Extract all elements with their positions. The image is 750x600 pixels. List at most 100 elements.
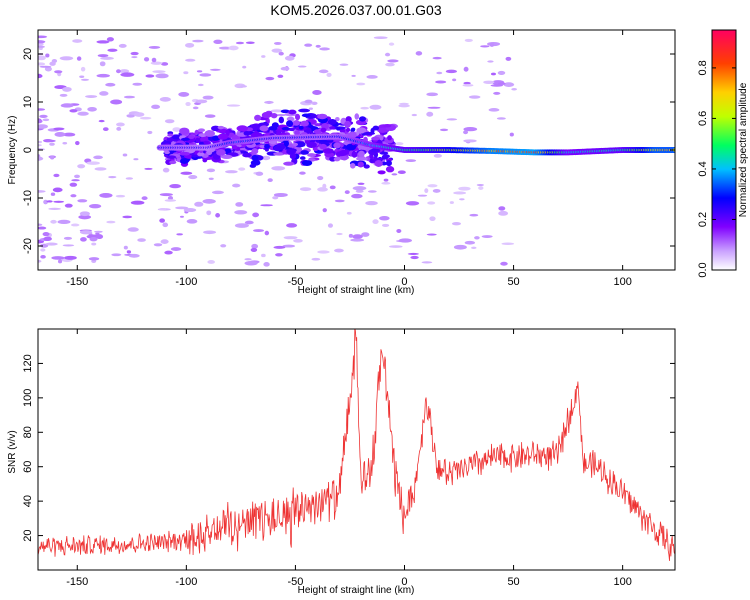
heatmap-cell (298, 108, 311, 113)
heatmap-cell (351, 193, 363, 199)
heatmap-cell (127, 227, 139, 232)
heatmap-cell (120, 72, 135, 77)
heatmap-cells (38, 35, 675, 267)
heatmap-cell (315, 44, 321, 48)
heatmap-cell (367, 190, 377, 193)
heatmap-cell (356, 127, 367, 134)
heatmap-cell (115, 194, 126, 198)
heatmap-cell (468, 95, 481, 99)
heatmap-cell (143, 57, 150, 62)
colorbar-gradient (711, 29, 737, 271)
heatmap-cell (254, 114, 262, 122)
heatmap-cell (463, 66, 469, 72)
snr-y-tick-label: 80 (22, 426, 34, 438)
heatmap-cell (116, 69, 121, 74)
heatmap-cell (245, 41, 255, 44)
heatmap-cell (185, 58, 196, 62)
heatmap-cell (152, 70, 166, 73)
heatmap-cell (317, 176, 324, 181)
heatmap-cell (180, 158, 189, 164)
heatmap-cell (62, 86, 72, 92)
heatmap-cell (79, 75, 85, 78)
heatmap-cell (52, 187, 63, 193)
heatmap-cell (313, 129, 322, 135)
heatmap-cell (162, 167, 170, 173)
heatmap-cell (490, 72, 496, 76)
heatmap-cell (105, 82, 116, 87)
spectrum-x-label: Height of straight line (km) (298, 285, 415, 296)
heatmap-cell (369, 104, 382, 110)
heatmap-cell (399, 102, 409, 106)
heatmap-cell (319, 143, 327, 150)
heatmap-cell (48, 207, 61, 211)
heatmap-cell (85, 95, 98, 98)
heatmap-cell (194, 201, 204, 207)
colorbar-tick-label: 0.6 (697, 111, 709, 126)
spectrum-x-tick-label: -100 (175, 276, 197, 288)
heatmap-cell (99, 91, 109, 96)
heatmap-cell (185, 101, 191, 107)
heatmap-cell (501, 242, 515, 245)
snr-x-label: Height of straight line (km) (298, 585, 415, 596)
heatmap-cell (95, 234, 104, 240)
heatmap-cell (282, 244, 296, 248)
heatmap-cell (253, 229, 265, 232)
heatmap-cell (278, 116, 285, 124)
heatmap-cell (118, 43, 127, 48)
heatmap-cell (304, 99, 313, 104)
heatmap-cell (204, 114, 216, 118)
heatmap-cell (40, 255, 46, 259)
heatmap-cell (251, 148, 259, 155)
heatmap-cell (373, 36, 388, 40)
heatmap-cell (46, 139, 56, 143)
heatmap-cell (273, 192, 288, 197)
heatmap-cell (53, 200, 65, 203)
heatmap-cell (480, 45, 490, 48)
heatmap-cell (220, 154, 233, 159)
heatmap-cell (148, 45, 161, 49)
heatmap-cell (38, 140, 43, 144)
heatmap-cell (427, 184, 438, 188)
heatmap-cell (261, 55, 266, 58)
heatmap-cell (334, 199, 345, 203)
heatmap-cell (206, 168, 216, 173)
heatmap-cell (336, 126, 341, 131)
heatmap-cell (123, 245, 128, 250)
heatmap-cell (273, 41, 282, 45)
heatmap-cell (69, 109, 78, 113)
heatmap-cell (78, 214, 92, 220)
heatmap-cell (439, 128, 449, 132)
heatmap-cell (99, 192, 113, 198)
heatmap-cell (263, 262, 270, 267)
snr-x-tick-label: -150 (66, 576, 88, 588)
heatmap-cell (476, 183, 484, 187)
heatmap-cell (335, 116, 340, 122)
heatmap-cell (270, 109, 283, 113)
spectrum-y-tick-label: 0 (22, 147, 34, 153)
heatmap-cell (265, 76, 275, 81)
heatmap-cell (511, 88, 517, 91)
heatmap-cell (244, 258, 252, 261)
heatmap-cell (160, 239, 169, 244)
heatmap-cell (89, 203, 102, 209)
heatmap-cell (278, 51, 284, 56)
heatmap-cell (63, 236, 73, 240)
heatmap-cell (71, 179, 80, 182)
heatmap-cell (429, 216, 436, 222)
heatmap-cell (91, 259, 97, 264)
heatmap-cell (50, 192, 56, 196)
snr-x-tick-label: -50 (287, 576, 303, 588)
heatmap-cell (389, 245, 403, 248)
heatmap-cell (116, 126, 122, 131)
heatmap-cell (289, 153, 297, 160)
heatmap-cell (38, 144, 42, 147)
heatmap-cell (426, 233, 437, 236)
heatmap-cell (43, 236, 52, 242)
heatmap-cell (327, 119, 337, 125)
heatmap-cell (436, 71, 443, 75)
heatmap-cell (255, 171, 264, 176)
heatmap-cell (151, 104, 161, 110)
heatmap-cell (464, 38, 473, 42)
heatmap-cell (300, 150, 309, 155)
heatmap-cell (49, 142, 55, 146)
